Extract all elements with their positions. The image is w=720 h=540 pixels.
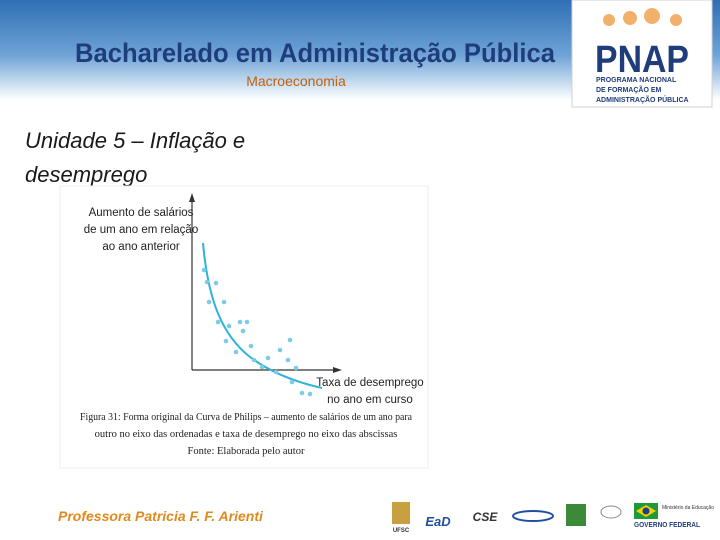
slide-heading: desemprego — [25, 162, 147, 187]
brazil-flag-globe — [642, 507, 650, 515]
logo-dots — [603, 8, 682, 26]
logo-line: PROGRAMA NACIONAL — [596, 77, 677, 84]
y-axis-label-line: de um ano em relação — [84, 224, 198, 236]
scatter-dots — [201, 267, 313, 397]
footer-logo: CSE — [473, 510, 499, 524]
figure-axes — [191, 200, 335, 371]
figure-source: Fonte: Elaborada pelo autor — [188, 446, 305, 457]
x-axis-label-line: Taxa de desemprego — [316, 377, 423, 389]
footer-logo: Ministério da Educação — [662, 505, 714, 511]
logo-shield — [392, 502, 410, 524]
figure-caption: Figura 31: Forma original da Curva de Ph… — [80, 412, 412, 457]
logo-mark — [566, 504, 586, 526]
slide-heading: Unidade 5 – Inflação e — [25, 128, 245, 153]
y-axis-label: Aumento de salários de um ano em relação… — [84, 207, 198, 253]
footer-author: Professora Patricia F. F. Arienti — [58, 508, 264, 524]
phillips-curve — [202, 242, 323, 389]
logo-line: ADMINISTRAÇÃO PÚBLICA — [596, 95, 689, 104]
axis-arrow — [333, 367, 342, 373]
logo-box — [571, 0, 713, 108]
logo-mark — [512, 510, 554, 522]
y-axis-label-line: ao ano anterior — [102, 241, 180, 253]
footer-logos: UFSC EaD CSE Ministério da Educação GOVE… — [392, 502, 714, 534]
header-title: Bacharelado em Administração Pública — [75, 38, 556, 68]
x-axis-label-line: no ano em curso — [327, 394, 413, 406]
footer-logo: UFSC — [393, 528, 410, 534]
footer-logo: GOVERNO FEDERAL — [634, 522, 701, 529]
caption-line: outro no eixo das ordenadas e taxa de de… — [95, 429, 398, 440]
footer-logo: EaD — [425, 514, 451, 529]
logo-line: DE FORMAÇÃO EM — [596, 85, 662, 94]
logo-mark — [600, 505, 622, 519]
logo-name: PNAP — [595, 39, 689, 81]
axis-arrow — [189, 193, 195, 202]
header-subtitle: Macroeconomia — [246, 73, 346, 89]
figure-box — [59, 185, 429, 469]
caption-line: Figura 31: Forma original da Curva de Ph… — [80, 412, 412, 423]
x-axis-label: Taxa de desemprego no ano em curso — [316, 377, 423, 406]
y-axis-label-line: Aumento de salários — [89, 207, 194, 219]
